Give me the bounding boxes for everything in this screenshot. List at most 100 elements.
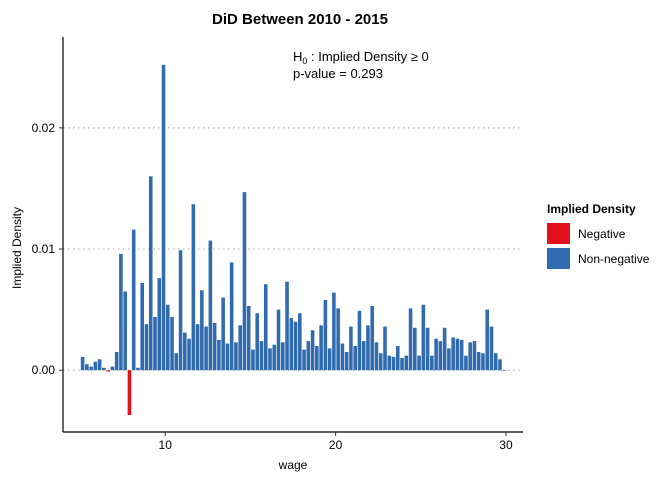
pvalue-text: p-value = 0.293	[293, 66, 383, 81]
bar	[195, 324, 200, 371]
bar	[200, 290, 204, 371]
bar	[447, 348, 451, 371]
bar	[310, 330, 315, 371]
bar	[225, 343, 230, 371]
bar	[170, 316, 174, 371]
bar	[80, 356, 85, 371]
bar	[464, 355, 468, 371]
bar	[421, 304, 426, 371]
bar	[327, 348, 332, 371]
bar	[306, 341, 311, 371]
x-tick-label: 20	[329, 438, 343, 452]
bar	[408, 308, 413, 371]
bar	[502, 370, 507, 371]
legend-item-non-negative: Non-negative	[547, 247, 649, 270]
bar	[97, 359, 102, 371]
bar	[93, 361, 98, 371]
bar	[106, 370, 110, 372]
bar	[212, 322, 217, 371]
legend-swatch-negative	[547, 223, 570, 244]
bar	[285, 281, 289, 371]
bar	[476, 352, 481, 371]
bars	[80, 64, 507, 416]
axes: 0.00 0.01 0.02 10 20 30	[32, 37, 523, 452]
bar	[114, 352, 119, 371]
bar	[208, 240, 213, 371]
bar	[263, 284, 268, 371]
y-tick-label: 0.02	[32, 121, 56, 135]
bar	[251, 349, 255, 371]
bar	[455, 338, 460, 371]
bar	[468, 342, 472, 371]
bar	[344, 352, 349, 371]
bar	[289, 318, 294, 371]
bar	[140, 282, 145, 371]
bar	[459, 339, 464, 371]
bar	[89, 366, 93, 371]
legend: Implied Density Negative Non-negative	[547, 202, 649, 272]
bar	[119, 253, 123, 371]
bar	[485, 309, 490, 371]
bar	[391, 356, 396, 371]
bar	[157, 278, 162, 371]
bar	[204, 326, 208, 371]
bar	[434, 338, 438, 371]
legend-label-negative: Negative	[578, 226, 626, 241]
bar	[451, 337, 455, 371]
bar	[366, 325, 370, 371]
bar	[370, 305, 375, 371]
legend-label-non-negative: Non-negative	[578, 251, 650, 266]
x-axis-label: wage	[278, 458, 308, 472]
x-tick-label: 30	[499, 438, 513, 452]
bar	[234, 342, 238, 371]
y-tick-label: 0.00	[32, 363, 56, 377]
bar	[136, 367, 140, 371]
bar	[148, 176, 153, 371]
bar	[353, 345, 357, 371]
bar	[191, 204, 196, 371]
bar	[489, 326, 494, 371]
bar	[430, 355, 434, 371]
bar	[280, 342, 285, 371]
bar	[127, 370, 132, 416]
bar	[361, 341, 366, 371]
hypothesis-text: H0 : Implied Density ≥ 0	[293, 49, 429, 66]
x-tick-label: 10	[159, 438, 173, 452]
bar	[498, 359, 502, 371]
bar	[187, 338, 191, 371]
bar	[481, 353, 485, 371]
legend-swatch-non-negative	[547, 248, 570, 269]
bar	[472, 341, 477, 371]
bar	[165, 304, 170, 371]
bar	[336, 308, 340, 371]
bar	[425, 327, 430, 371]
bar	[442, 327, 447, 371]
bar	[319, 325, 323, 371]
bar	[298, 313, 302, 371]
bar	[110, 366, 115, 371]
bar	[302, 349, 306, 371]
bar	[374, 342, 379, 371]
bar	[395, 345, 400, 371]
bar	[493, 353, 498, 371]
bar	[378, 353, 383, 371]
bar	[178, 250, 183, 371]
bar	[123, 291, 127, 371]
hypothesis-annotation: H0 : Implied Density ≥ 0 p-value = 0.293	[293, 49, 429, 81]
bar	[85, 364, 89, 371]
bar	[340, 343, 345, 371]
bar	[332, 292, 336, 371]
bar	[438, 341, 443, 371]
legend-item-negative: Negative	[547, 222, 649, 245]
bar	[153, 316, 157, 371]
bar	[383, 326, 387, 371]
bar	[174, 353, 179, 371]
bar	[357, 310, 362, 371]
bar	[102, 367, 106, 371]
bar	[323, 299, 328, 371]
y-tick-label: 0.01	[32, 242, 56, 256]
bar	[293, 321, 298, 371]
bar	[417, 355, 421, 371]
y-axis-label: Implied Density	[10, 207, 24, 289]
